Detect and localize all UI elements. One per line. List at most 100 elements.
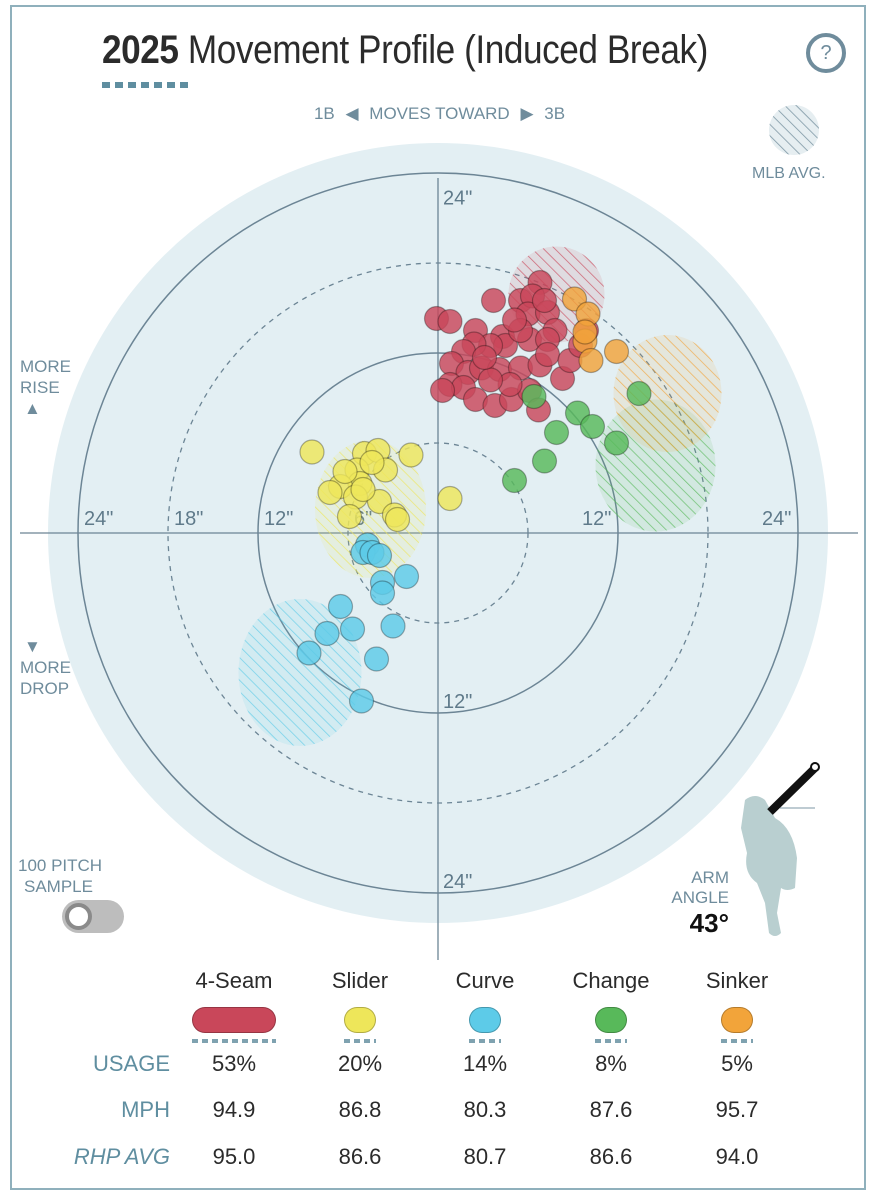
pitch-point-curve	[339, 616, 366, 642]
row-label-usage: USAGE	[92, 1051, 170, 1076]
tick-label-right-24: 24"	[762, 508, 791, 530]
pitch-point-4-seam	[429, 377, 456, 404]
more-rise-label: MORE RISE ▲	[20, 356, 71, 419]
pitch-point-curve	[393, 563, 420, 590]
arrow-left-icon: ◀	[345, 104, 359, 123]
usage-value: 5%	[721, 1051, 753, 1076]
pitch-point-change	[521, 383, 547, 410]
pitch-point-slider	[384, 506, 411, 533]
pitch-point-slider	[317, 479, 343, 506]
pitch-point-change	[531, 448, 558, 474]
help-button[interactable]: ?	[806, 33, 846, 73]
pitch-name: 4-Seam	[195, 968, 273, 993]
arrow-right-icon: ▶	[520, 104, 534, 123]
direction-text: MOVES TOWARD	[369, 104, 510, 123]
pitch-point-curve	[366, 542, 393, 569]
mlb-avg-hatch-sinker	[613, 335, 722, 452]
pitch-point-sinker	[603, 338, 630, 365]
mlb-avg-label: MLB AVG.	[752, 165, 826, 182]
pitch-point-sinker	[572, 319, 598, 345]
tick-label-top-24: 24"	[443, 188, 472, 210]
pitch-name: Change	[572, 968, 650, 993]
toggle-knob[interactable]	[65, 903, 92, 930]
sample-label-line2: SAMPLE	[24, 877, 93, 896]
pitch-point-4-seam	[531, 287, 558, 314]
pitch-underline	[595, 1039, 627, 1043]
arm-angle-line2: ANGLE	[671, 888, 729, 907]
pitch-point-curve	[296, 640, 322, 666]
rhp-avg-value: 80.7	[463, 1144, 507, 1169]
pitch-point-curve	[380, 613, 406, 639]
pitch-point-change	[626, 380, 652, 407]
title-year: 2025	[102, 28, 179, 72]
arrow-up-icon: ▲	[24, 399, 41, 418]
title-text: Movement Profile (Induced Break)	[187, 28, 708, 72]
pitch-color-pill	[595, 1007, 627, 1033]
pitcher-figure-icon	[741, 762, 820, 936]
mph-value: 80.3	[463, 1097, 507, 1122]
pitch-color-pill	[721, 1007, 753, 1033]
card-frame	[10, 5, 866, 1190]
pitch-underline	[469, 1039, 501, 1043]
pitch-point-slider	[359, 449, 385, 476]
rhp-avg-value: 86.6	[338, 1144, 382, 1169]
mph-value: 87.6	[589, 1097, 633, 1122]
tick-label-left-18: 18"	[174, 508, 203, 530]
direction-1b: 1B	[313, 104, 335, 123]
more-rise-line2: RISE	[20, 378, 60, 397]
rhp-avg-value: 86.6	[589, 1144, 633, 1169]
tick-label-right-12: 12"	[582, 508, 611, 530]
pitch-point-4-seam	[471, 344, 498, 371]
usage-value: 20%	[337, 1051, 383, 1076]
direction-label: 1B ◀ MOVES TOWARD ▶ 3B	[0, 104, 879, 124]
pitch-point-4-seam	[480, 287, 507, 314]
arm-angle-value: 43°	[689, 908, 729, 938]
pitch-sample-toggle[interactable]	[62, 900, 124, 933]
sample-label-line1: 100 PITCH	[18, 856, 103, 875]
pitch-color-pill	[469, 1007, 501, 1033]
more-drop-line1: MORE	[20, 658, 71, 677]
mph-value: 94.9	[212, 1097, 256, 1122]
pitch-point-sinker	[578, 347, 604, 374]
mph-value: 86.8	[338, 1097, 382, 1122]
arrow-down-icon: ▼	[24, 637, 41, 656]
pitch-point-4-seam	[534, 341, 561, 368]
pitch-point-4-seam	[477, 367, 504, 393]
pitch-point-curve	[314, 620, 340, 647]
pitch-underline	[344, 1039, 376, 1043]
pitch-point-slider	[332, 458, 358, 485]
direction-3b: 3B	[544, 104, 566, 123]
row-label-rhp-avg: RHP AVG	[73, 1144, 170, 1169]
pitch-point-slider	[437, 485, 463, 512]
help-icon: ?	[820, 42, 832, 64]
pitch-point-slider	[350, 476, 376, 503]
more-drop-label: ▼ MORE DROP	[20, 636, 71, 699]
mlb-avg-legend-swatch	[769, 105, 819, 155]
arm-angle: ARM ANGLE 43°	[671, 868, 729, 938]
pitch-color-pill	[344, 1007, 376, 1033]
arm-angle-line1: ARM	[691, 868, 729, 887]
pitch-point-curve	[327, 593, 354, 620]
more-drop-line2: DROP	[20, 679, 70, 698]
tick-label-bottom-12: 12"	[443, 691, 472, 713]
pitch-underline	[721, 1039, 753, 1043]
pitch-underline	[191, 1039, 277, 1043]
page-title: 2025 Movement Profile (Induced Break)	[102, 28, 708, 73]
mph-value: 95.7	[715, 1097, 759, 1122]
pitch-point-4-seam	[437, 308, 463, 335]
sample-label: 100 PITCH SAMPLE	[18, 855, 102, 897]
rhp-avg-value: 95.0	[212, 1144, 256, 1169]
pitch-point-change	[603, 430, 630, 456]
pitch-point-curve	[348, 688, 375, 714]
pitch-point-4-seam	[501, 307, 528, 333]
tick-label-left-12: 12"	[264, 508, 293, 530]
pitch-point-curve	[369, 580, 396, 606]
pitch-point-change	[501, 467, 528, 494]
usage-value: 53%	[211, 1051, 257, 1076]
pitch-point-curve	[363, 646, 390, 672]
pitch-name: Sinker	[705, 968, 769, 993]
pitch-name: Slider	[331, 968, 389, 993]
pitch-point-change	[579, 413, 606, 440]
title-underline	[102, 82, 190, 88]
tick-label-bottom-24: 24"	[443, 871, 472, 893]
